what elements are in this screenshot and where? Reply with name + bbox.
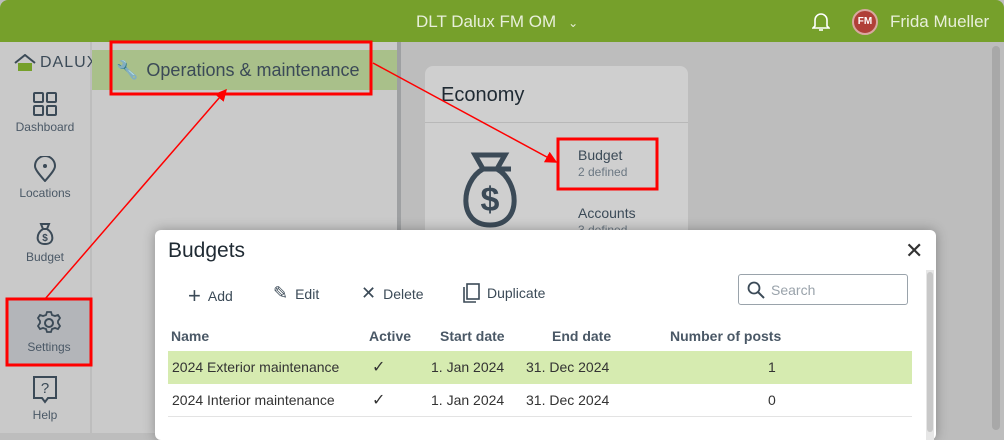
sidebar-item-dashboard[interactable]: Dashboard xyxy=(0,92,90,134)
svg-text:$: $ xyxy=(481,181,500,219)
gear-icon xyxy=(36,311,62,333)
project-selector[interactable]: DLT Dalux FM OM ⌄ xyxy=(416,12,578,32)
location-pin-icon xyxy=(33,156,57,182)
column-header-end-date[interactable]: End date xyxy=(552,328,612,344)
column-header-name[interactable]: Name xyxy=(171,328,210,344)
delete-button[interactable]: ✕ Delete xyxy=(361,283,424,303)
sidebar-item-help[interactable]: ? Help xyxy=(0,376,90,422)
sidebar: DALUX Dashboard Locations $ Budget Settin… xyxy=(0,42,97,433)
avatar[interactable]: FM xyxy=(852,9,878,35)
user-name[interactable]: Frida Mueller xyxy=(890,12,990,31)
help-icon: ? xyxy=(33,376,57,404)
budgets-dialog: Budgets ✕ + Add ✎ Edit ✕ Delete Duplicate S… xyxy=(155,230,936,440)
add-button[interactable]: + Add xyxy=(188,283,233,308)
copy-icon xyxy=(463,283,480,303)
check-icon: ✓ xyxy=(372,392,386,409)
money-bag-icon: $ xyxy=(463,152,517,228)
edit-button[interactable]: ✎ Edit xyxy=(273,283,320,303)
grid-icon xyxy=(33,92,57,116)
duplicate-button[interactable]: Duplicate xyxy=(462,283,545,303)
svg-text:?: ? xyxy=(41,380,49,397)
x-icon: ✕ xyxy=(361,283,377,303)
top-bar: DLT Dalux FM OM ⌄ FM Frida Mueller xyxy=(0,0,1004,42)
close-icon[interactable]: ✕ xyxy=(905,238,924,263)
dalux-logo: DALUX xyxy=(14,54,98,72)
table-row[interactable]: 2024 Exterior maintenance ✓ 1. Jan 2024 31.… xyxy=(168,351,912,384)
pencil-icon: ✎ xyxy=(273,283,289,303)
column-header-number-of-posts[interactable]: Number of posts xyxy=(670,328,782,344)
sidebar-item-budget[interactable]: $ Budget xyxy=(0,222,90,264)
search-input[interactable]: Search xyxy=(738,274,908,305)
dialog-scrollbar[interactable] xyxy=(926,270,934,440)
check-icon: ✓ xyxy=(372,359,386,376)
money-bag-icon: $ xyxy=(36,223,54,246)
table-row[interactable]: 2024 Interior maintenance ✓ 1. Jan 2024 31.… xyxy=(168,384,912,417)
dialog-title: Budgets xyxy=(168,239,246,262)
wrench-icon: 🔧 xyxy=(116,59,139,80)
house-icon xyxy=(14,54,36,71)
sidebar-item-settings[interactable]: Settings xyxy=(8,300,90,366)
chevron-down-icon: ⌄ xyxy=(568,16,579,30)
column-header-start-date[interactable]: Start date xyxy=(440,328,505,344)
budget-link[interactable]: Budget 2 defined xyxy=(578,147,628,179)
menu-item-operations-maintenance[interactable]: 🔧 Operations & maintenance xyxy=(92,50,397,90)
plus-icon: + xyxy=(188,283,201,308)
card-title: Economy xyxy=(441,84,525,106)
bell-icon[interactable] xyxy=(812,10,830,32)
page-scrollbar[interactable] xyxy=(992,46,1000,430)
project-name: DLT Dalux FM OM xyxy=(416,12,557,31)
search-icon xyxy=(747,281,765,299)
sidebar-item-locations[interactable]: Locations xyxy=(0,156,90,200)
column-header-active[interactable]: Active xyxy=(369,328,412,344)
svg-text:$: $ xyxy=(42,233,48,244)
